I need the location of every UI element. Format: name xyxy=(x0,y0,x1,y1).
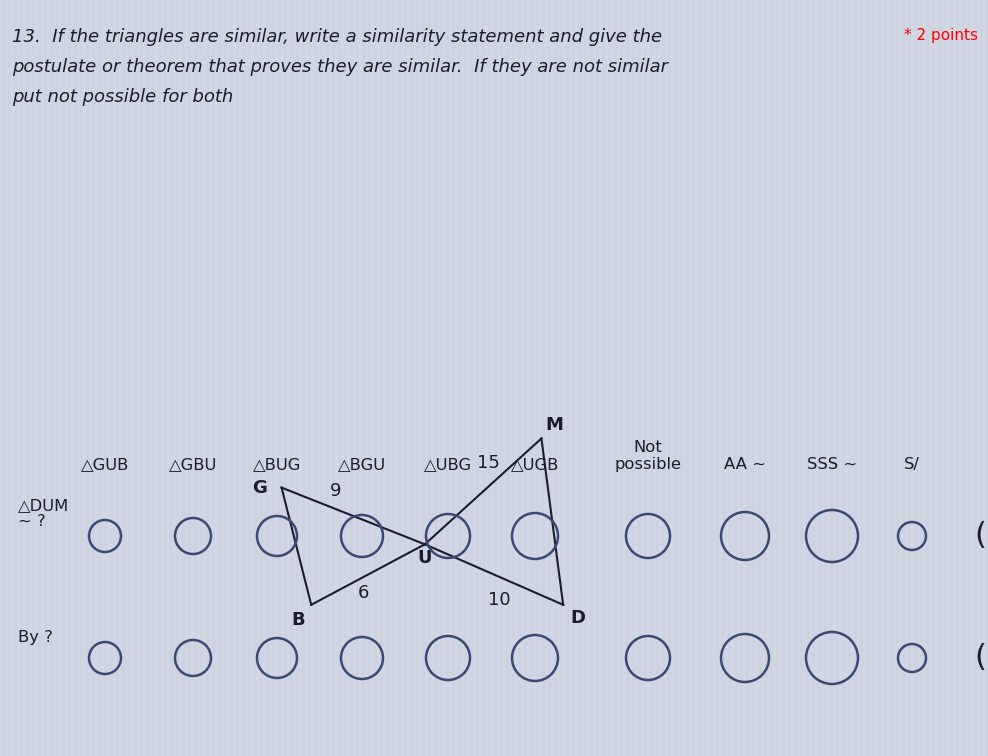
Text: AA ~: AA ~ xyxy=(724,457,766,472)
Text: △DUM: △DUM xyxy=(18,498,69,513)
Text: put not possible for both: put not possible for both xyxy=(12,88,233,106)
Text: U: U xyxy=(418,549,432,567)
Text: S/: S/ xyxy=(904,457,920,472)
Text: 15: 15 xyxy=(476,454,500,472)
Text: (: ( xyxy=(974,643,986,673)
Text: G: G xyxy=(252,479,268,497)
Text: △BUG: △BUG xyxy=(253,457,301,472)
Text: D: D xyxy=(570,609,586,627)
Text: △UGB: △UGB xyxy=(511,457,559,472)
Text: SSS ~: SSS ~ xyxy=(807,457,857,472)
Text: 10: 10 xyxy=(488,590,510,609)
Text: Not
possible: Not possible xyxy=(615,439,682,472)
Text: (: ( xyxy=(974,522,986,550)
Text: △GUB: △GUB xyxy=(81,457,129,472)
Text: 9: 9 xyxy=(330,482,342,500)
Text: △UBG: △UBG xyxy=(424,457,472,472)
Text: M: M xyxy=(545,416,563,434)
Text: △GBU: △GBU xyxy=(169,457,217,472)
Text: By ?: By ? xyxy=(18,630,53,645)
Text: B: B xyxy=(291,611,305,629)
Text: △BGU: △BGU xyxy=(338,457,386,472)
Text: postulate or theorem that proves they are similar.  If they are not similar: postulate or theorem that proves they ar… xyxy=(12,58,668,76)
Text: * 2 points: * 2 points xyxy=(904,28,978,43)
Text: ~ ?: ~ ? xyxy=(18,514,45,529)
Text: 6: 6 xyxy=(358,584,370,602)
Text: 13.  If the triangles are similar, write a similarity statement and give the: 13. If the triangles are similar, write … xyxy=(12,28,662,46)
